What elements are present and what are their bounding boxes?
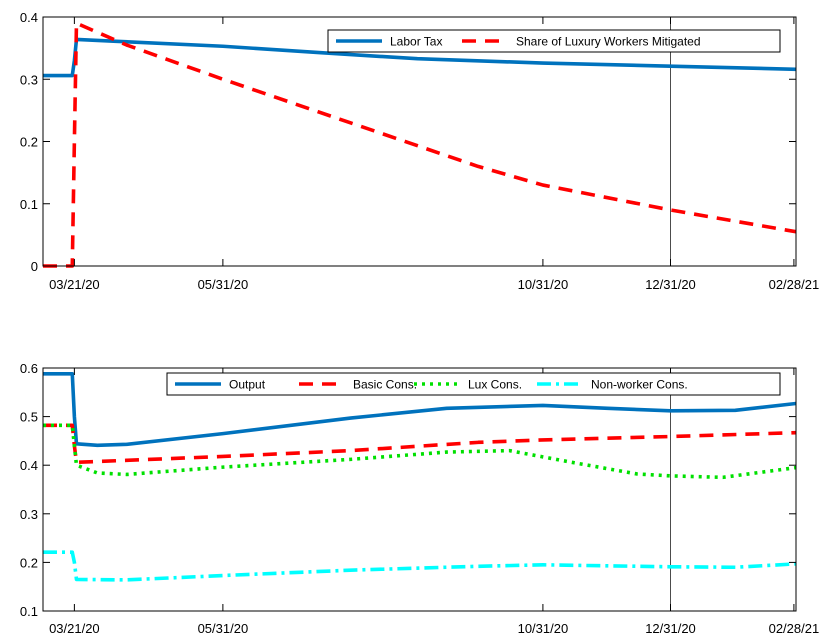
y-tick-label: 0.4 (20, 458, 38, 473)
x-tick-label: 02/28/21 (769, 277, 820, 292)
labor-tax-panel: 0 0.1 0.2 0.3 0.4 03/21/20 05/31/20 10/31/20 12/… (20, 10, 819, 292)
legend-box (166, 372, 781, 396)
legend: Labor Tax Share of Luxury Workers Mitigat… (327, 29, 781, 53)
y-tick-label: 0 (31, 259, 38, 274)
series-line-basic-cons (43, 423, 796, 465)
x-tick-label: 02/28/21 (769, 621, 820, 636)
legend-label: Share of Luxury Workers Mitigated (516, 35, 701, 49)
legend-box (327, 29, 781, 53)
x-tick-label: 03/21/20 (49, 277, 100, 292)
x-tick-label: 10/31/20 (518, 277, 569, 292)
legend: Output Basic Cons. Lux Cons. Non-worker Con… (166, 372, 781, 396)
legend-label: Non-worker Cons. (591, 378, 688, 392)
legend-label: Output (229, 378, 266, 392)
y-tick-label: 0.6 (20, 361, 38, 376)
x-tick-label: 03/21/20 (49, 621, 100, 636)
x-tick-label: 05/31/20 (198, 621, 249, 636)
y-tick-label: 0.1 (20, 197, 38, 212)
series-line-lux-cons (43, 423, 796, 480)
y-tick-label: 0.1 (20, 604, 38, 619)
series-line-labor-tax (43, 37, 796, 78)
y-tick-label: 0.3 (20, 72, 38, 87)
y-tick-label: 0.2 (20, 135, 38, 150)
series-line-share-of-luxury-workers-mitigated (43, 21, 796, 268)
legend-label: Basic Cons. (353, 378, 417, 392)
y-tick-label: 0.3 (20, 507, 38, 522)
x-tick-label: 10/31/20 (518, 621, 569, 636)
legend-label: Labor Tax (390, 35, 442, 49)
x-tick-label: 12/31/20 (645, 621, 696, 636)
legend-label: Lux Cons. (468, 378, 522, 392)
y-tick-label: 0.4 (20, 10, 38, 25)
x-tick-label: 12/31/20 (645, 277, 696, 292)
y-tick-label: 0.2 (20, 555, 38, 570)
axes-frame (42, 367, 797, 612)
series-line-output (43, 372, 796, 448)
series-line-non-worker-cons (43, 550, 796, 582)
y-tick-label: 0.5 (20, 410, 38, 425)
consumption-panel: 0.1 0.2 0.3 0.4 0.5 0.6 03/21/20 05/31/20 10/31/… (20, 361, 819, 636)
plot-area (43, 368, 796, 611)
x-tick-label: 05/31/20 (198, 277, 249, 292)
